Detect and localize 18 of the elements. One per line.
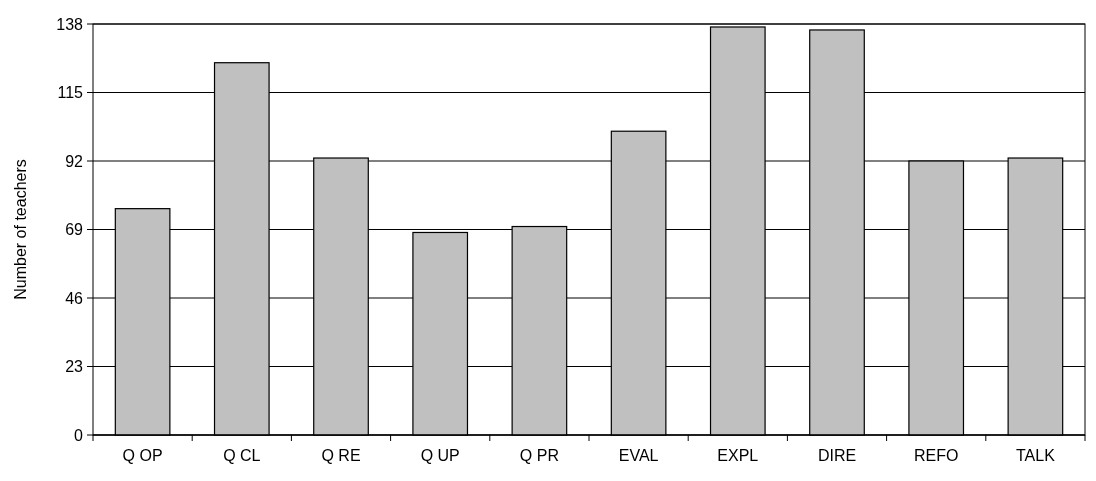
y-tick-label: 92 [65,152,84,170]
x-tick-label: REFO [913,447,959,464]
x-tick-label: Q CL [223,447,261,464]
x-tick-label: Q UP [420,447,460,464]
x-tick-label: Q PR [519,447,559,464]
x-tick-label: EXPL [717,447,759,464]
x-tick-label: Q OP [122,447,163,464]
y-tick-label: 0 [74,426,84,444]
x-tick-label: DIRE [817,447,857,464]
y-tick-label: 115 [57,84,84,102]
y-tick-label: 46 [65,289,84,307]
y-tick-label: 23 [65,358,84,376]
x-tick-label: EVAL [618,447,659,464]
y-tick-label: 138 [56,15,84,33]
y-axis-title: Number of teachers [12,159,29,300]
x-tick-label: TALK [1015,447,1056,464]
y-tick-label: 69 [65,221,84,239]
x-tick-label: Q RE [321,447,361,464]
